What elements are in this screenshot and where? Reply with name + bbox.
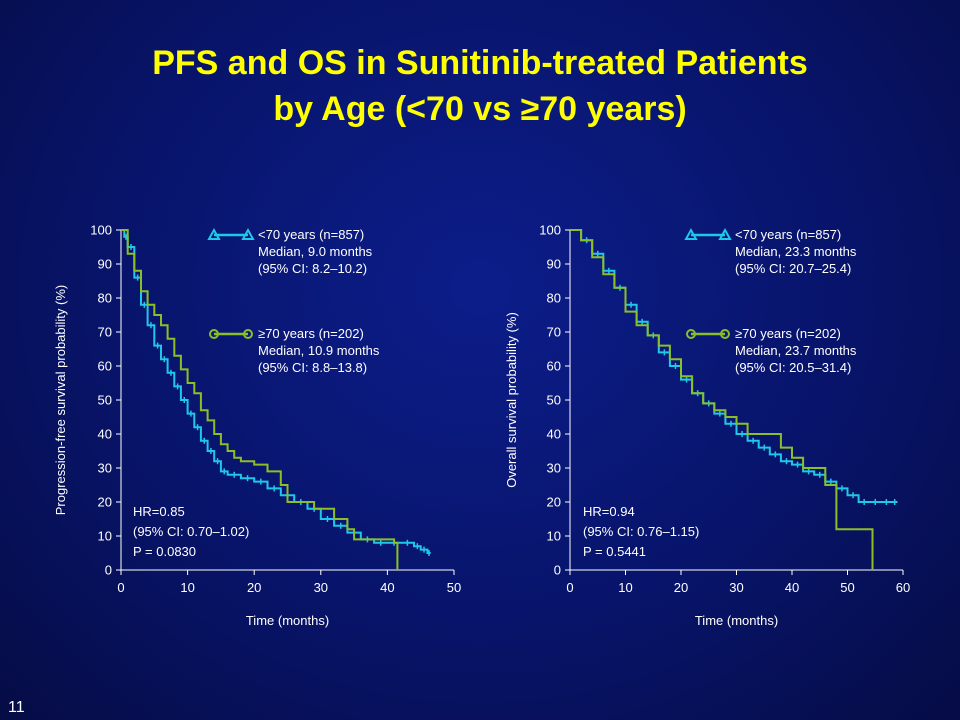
os-legend-circle-icon [686,329,696,339]
os-x-tick-label: 10 [618,580,632,595]
slide-number: 11 [8,699,25,716]
pfs-legend-name-1: ≥70 years (n=202) [258,326,364,341]
pfs-annotation-hr: HR=0.85 [133,504,185,519]
os-x-tick-label: 60 [896,580,910,595]
os-y-tick-label: 60 [547,359,561,374]
pfs-series-line-1 [121,229,399,570]
os-annotation-ci: (95% CI: 0.76–1.15) [583,524,699,539]
os-y-tick-label: 40 [547,427,561,442]
slide-title-line2: by Age (<70 vs ≥70 years) [273,90,687,128]
pfs-legend-name-0: <70 years (n=857) [258,227,364,242]
os-x-tick-label: 30 [729,580,743,595]
pfs-y-tick-label: 10 [98,529,112,544]
os-legend-name-0: <70 years (n=857) [735,227,841,242]
pfs-x-tick-label: 50 [447,580,461,595]
slide-title: PFS and OS in Sunitinib-treated Patients… [0,40,960,132]
os-x-tick-label: 0 [566,580,573,595]
pfs-y-tick-label: 30 [98,461,112,476]
os-legend-triangle-icon [718,227,732,240]
pfs-x-tick-label: 40 [380,580,394,595]
pfs-x-tick-label: 30 [314,580,328,595]
os-chart: 0 10 20 30 40 50 60 70 80 90 100 0 10 20 30 40 50 60 Time … [504,223,910,629]
pfs-annotation-ci: (95% CI: 0.70–1.02) [133,524,249,539]
pfs-y-tick-label: 20 [98,495,112,510]
pfs-legend-circle-icon [209,329,219,339]
pfs-legend-triangle-icon [207,227,221,240]
pfs-x-tick-label: 20 [247,580,261,595]
os-legend-median-1: Median, 23.7 months [735,343,857,358]
pfs-y-tick-label: 90 [98,257,112,272]
os-legend-median-0: Median, 23.3 months [735,244,857,259]
pfs-y-tick-label: 100 [90,223,112,238]
pfs-y-tick-label: 50 [98,393,112,408]
os-y-tick-label: 0 [554,563,561,578]
os-annotation-hr: HR=0.94 [583,504,635,519]
os-x-axis-label: Time (months) [695,613,778,628]
os-y-tick-label: 70 [547,325,561,340]
os-x-tick-label: 20 [674,580,688,595]
os-y-tick-label: 50 [547,393,561,408]
os-y-tick-label: 20 [547,495,561,510]
pfs-legend-triangle-icon [241,227,255,240]
pfs-legend-median-1: Median, 10.9 months [258,343,380,358]
pfs-legend-median-0: Median, 9.0 months [258,244,373,259]
os-legend-name-1: ≥70 years (n=202) [735,326,841,341]
pfs-y-axis-label: Progression-free survival probability (%… [53,285,68,515]
pfs-chart: 0 10 20 30 40 50 60 70 80 90 100 0 10 20 30 40 50 Time (m… [53,223,461,629]
pfs-legend-ci-1: (95% CI: 8.8–13.8) [258,360,367,375]
pfs-y-tick-label: 60 [98,359,112,374]
pfs-x-tick-label: 10 [180,580,194,595]
os-y-tick-label: 30 [547,461,561,476]
os-y-tick-label: 100 [539,223,561,238]
slide-title-line1: PFS and OS in Sunitinib-treated Patients [152,44,808,82]
os-legend-ci-0: (95% CI: 20.7–25.4) [735,261,851,276]
pfs-y-tick-label: 80 [98,291,112,306]
pfs-y-tick-label: 0 [105,563,112,578]
os-y-tick-label: 10 [547,529,561,544]
os-x-tick-label: 40 [785,580,799,595]
os-legend-circle-icon [720,329,730,339]
os-y-axis-label: Overall survival probability (%) [504,312,519,488]
os-legend-ci-1: (95% CI: 20.5–31.4) [735,360,851,375]
os-y-tick-label: 90 [547,257,561,272]
os-annotation-p: P = 0.5441 [583,544,646,559]
pfs-x-axis-label: Time (months) [246,613,329,628]
os-x-tick-label: 50 [840,580,854,595]
pfs-legend-ci-0: (95% CI: 8.2–10.2) [258,261,367,276]
pfs-y-tick-label: 70 [98,325,112,340]
os-y-tick-label: 80 [547,291,561,306]
os-legend-triangle-icon [684,227,698,240]
pfs-annotation-p: P = 0.0830 [133,544,196,559]
os-series-line-1 [570,229,874,570]
pfs-x-tick-label: 0 [117,580,124,595]
pfs-legend-circle-icon [243,329,253,339]
pfs-y-tick-label: 40 [98,427,112,442]
